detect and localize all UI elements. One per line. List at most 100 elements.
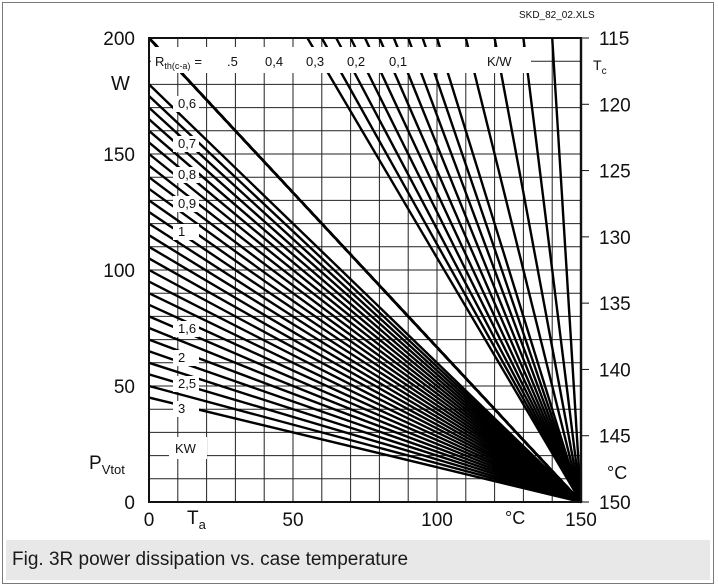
ka-label-bg — [173, 350, 199, 366]
x-tick-label: 50 — [282, 510, 303, 531]
power-dissipation-chart: Rth(c-a) = .5 0,4 0,3 0,2 0,1 K/W0,60,70,80,911… — [89, 10, 631, 532]
x-symbol: Ta — [187, 508, 207, 532]
ka-label-bg — [173, 401, 199, 417]
x-tick-label: 0 — [144, 510, 155, 531]
ka-unit-bg — [169, 437, 207, 459]
x-tick-label: 100 — [421, 510, 453, 531]
series-line — [148, 83, 582, 503]
y-left-tick-label: 150 — [103, 145, 135, 166]
ka-label: 2 — [178, 350, 185, 365]
rth-label: 0,4 — [265, 54, 283, 69]
series-line — [148, 176, 582, 503]
y-left-tick-label: 200 — [103, 29, 135, 50]
y-left-symbol: PVtot — [89, 453, 125, 477]
series-line — [306, 37, 583, 503]
rth-label-band — [151, 47, 531, 73]
y-right-tick-label: 145 — [599, 427, 631, 448]
series-line — [392, 37, 583, 503]
series-line — [148, 257, 582, 504]
ka-label-bg — [173, 321, 199, 337]
chart-series — [148, 37, 583, 504]
ka-label: 1 — [178, 224, 185, 239]
rth-label: 0,3 — [306, 54, 324, 69]
ka-label-bg — [173, 96, 199, 112]
series-line — [148, 350, 582, 504]
series-line — [551, 37, 583, 503]
series-line — [148, 106, 582, 503]
ka-unit: KW — [175, 441, 197, 456]
series-line — [148, 315, 582, 504]
series-line — [493, 37, 583, 503]
y-left-unit: W — [111, 73, 130, 95]
x-unit: °C — [505, 508, 525, 528]
series-line — [148, 141, 582, 503]
series-line — [148, 303, 582, 504]
ka-label: 2,5 — [178, 376, 196, 391]
ka-label: 3 — [178, 401, 185, 416]
ka-label: 0,8 — [178, 167, 196, 182]
y-right-tick-label: 125 — [599, 162, 631, 183]
ka-label: 1,6 — [178, 321, 196, 336]
y-right-unit: °C — [607, 463, 627, 483]
series-line — [148, 292, 582, 504]
ka-label-bg — [173, 196, 199, 212]
chart-axes: 050100150200WPVtot1151201251301351401451… — [89, 10, 631, 532]
series-line — [148, 245, 582, 504]
y-left-tick-label: 0 — [124, 493, 135, 514]
series-line — [148, 95, 582, 503]
ka-label-bg — [173, 224, 199, 240]
rth-label: 0,1 — [389, 54, 407, 69]
series-line — [148, 164, 582, 503]
series-line — [148, 338, 582, 504]
series-line — [148, 211, 582, 503]
series-line — [148, 118, 582, 503]
series-line — [148, 234, 582, 504]
figure-caption: Fig. 3R power dissipation vs. case tempe… — [12, 549, 409, 570]
series-line — [464, 37, 583, 503]
ka-label: 0,6 — [178, 96, 196, 111]
series-line — [148, 222, 582, 504]
series-line — [148, 396, 582, 504]
series-line — [148, 268, 582, 504]
series-line — [148, 129, 582, 503]
series-line — [148, 361, 582, 504]
caption-bar: Fig. 3R power dissipation vs. case tempe… — [6, 540, 710, 580]
series-line — [320, 37, 583, 503]
y-right-symbol: Tc — [593, 57, 607, 77]
rth-label: .5 — [227, 54, 238, 69]
y-right-tick-label: 150 — [599, 493, 631, 514]
series-line — [148, 153, 582, 503]
y-right-tick-label: 115 — [599, 29, 629, 50]
series-line — [148, 384, 582, 504]
series-line — [148, 37, 582, 503]
series-line — [349, 37, 583, 503]
series-line — [335, 37, 583, 503]
series-line — [148, 199, 582, 503]
ka-label: 0,7 — [178, 136, 196, 151]
y-right-tick-label: 120 — [599, 95, 631, 116]
series-line — [148, 187, 582, 503]
rth-unit: K/W — [487, 54, 512, 69]
series-line — [407, 37, 583, 503]
series-line — [363, 37, 583, 503]
y-left-tick-label: 50 — [114, 377, 135, 398]
series-line — [148, 373, 582, 504]
ka-label-bg — [173, 167, 199, 183]
series-line — [421, 37, 583, 503]
y-right-tick-label: 135 — [599, 294, 631, 315]
ka-label-bg — [173, 376, 199, 392]
series-line — [148, 280, 582, 504]
ka-label: 0,9 — [178, 196, 196, 211]
series-line — [378, 37, 583, 503]
plot-border — [148, 37, 582, 503]
series-line — [435, 37, 583, 503]
y-right-tick-label: 140 — [599, 360, 631, 381]
series-line — [522, 37, 583, 503]
chart-labels: Rth(c-a) = .5 0,4 0,3 0,2 0,1 K/W 0,6 0,7 0,8 0,9 1 1… — [151, 47, 531, 459]
ka-label-bg — [173, 136, 199, 152]
y-right-tick-label: 130 — [599, 228, 631, 249]
source-file-label: SKD_82_02.XLS — [519, 10, 595, 21]
series-line — [148, 326, 582, 504]
rth-label: 0,2 — [347, 54, 365, 69]
